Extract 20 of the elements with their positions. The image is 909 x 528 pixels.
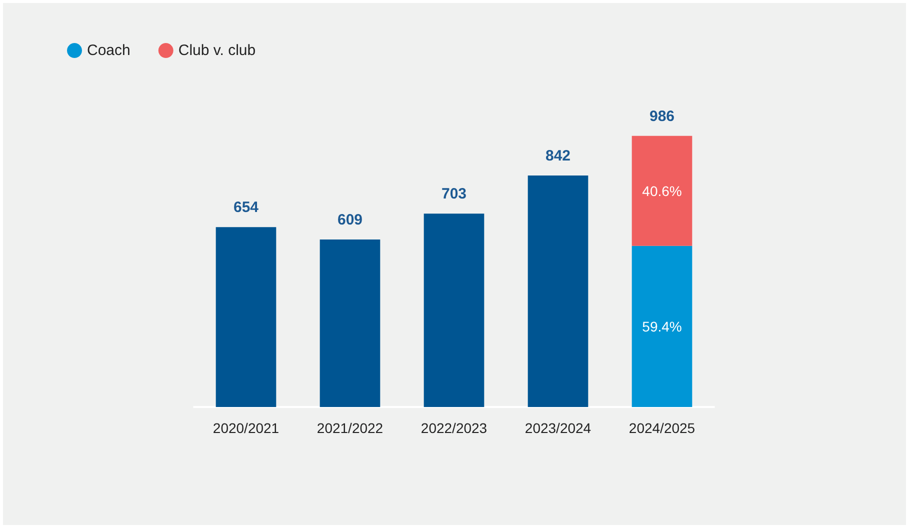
bar bbox=[424, 214, 484, 407]
data-label: 609 bbox=[337, 212, 363, 229]
annotation: 59.4% bbox=[642, 318, 682, 334]
legend-label: Club v. club bbox=[178, 42, 256, 59]
bar bbox=[320, 240, 380, 407]
bar bbox=[632, 136, 692, 246]
annotation: 40.6% bbox=[642, 182, 682, 199]
bar bbox=[528, 175, 588, 407]
data-label: 654 bbox=[233, 199, 260, 216]
data-label: 703 bbox=[441, 186, 467, 203]
x-tick-label: 2020/2021 bbox=[212, 420, 280, 436]
x-tick-label: 2022/2023 bbox=[420, 420, 488, 436]
x-tick-label: 2021/2022 bbox=[316, 420, 384, 436]
x-tick-label: 2024/2025 bbox=[628, 420, 696, 436]
legend-label: Coach bbox=[87, 42, 130, 59]
data-label: 842 bbox=[545, 147, 571, 164]
x-tick-label: 2023/2024 bbox=[524, 420, 592, 436]
bar bbox=[632, 246, 692, 407]
bar bbox=[216, 227, 276, 407]
total-label: 986 bbox=[649, 108, 675, 125]
